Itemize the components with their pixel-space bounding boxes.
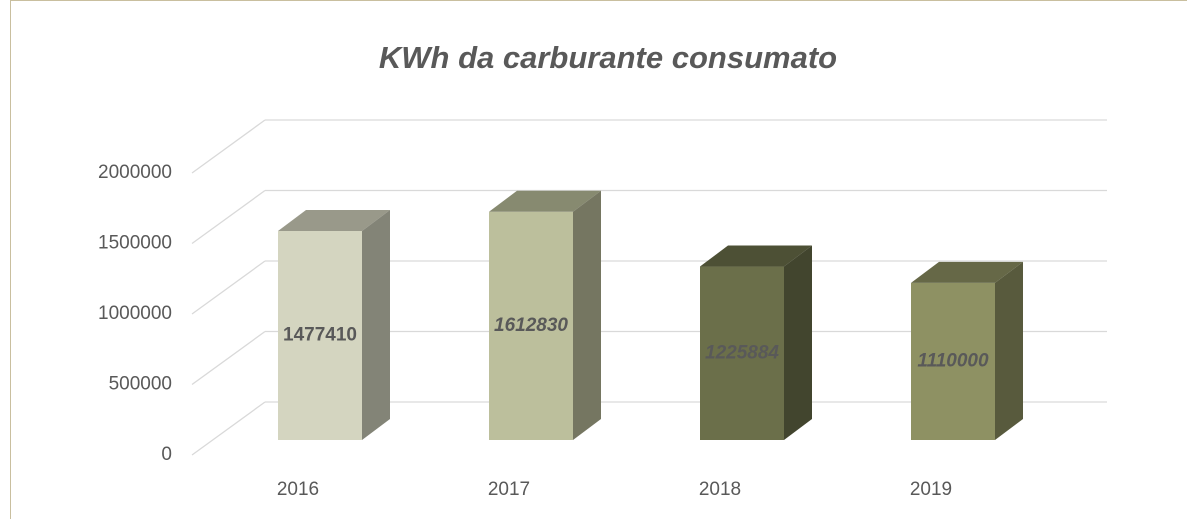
bar-top — [911, 261, 1023, 283]
data-label: 1477410 — [283, 324, 357, 345]
chart-title: KWh da carburante consumato — [379, 40, 837, 75]
y-tick-label: 1000000 — [98, 303, 172, 324]
bar-side — [995, 261, 1023, 440]
x-tick-label: 2016 — [277, 479, 319, 500]
bar-side — [784, 245, 812, 440]
grid-line — [191, 401, 266, 456]
x-tick-label: 2017 — [488, 479, 530, 500]
y-tick-label: 500000 — [109, 374, 172, 395]
bar-top — [489, 190, 601, 212]
bar-front — [911, 282, 995, 440]
data-label: 1110000 — [917, 350, 989, 371]
data-label: 1612830 — [494, 315, 568, 336]
bar-top — [278, 209, 390, 231]
y-tick-label: 2000000 — [98, 162, 172, 183]
x-tick-label: 2019 — [910, 479, 952, 500]
bar-top — [700, 245, 812, 267]
bar-front — [278, 230, 362, 440]
bar-front — [489, 211, 573, 440]
data-label: 1225884 — [705, 342, 779, 363]
y-tick-label: 1500000 — [98, 233, 172, 254]
x-tick-label: 2018 — [699, 479, 741, 500]
grid-line — [191, 330, 266, 386]
bar-side — [362, 209, 390, 440]
bar-side — [573, 190, 601, 440]
y-tick-label: 0 — [161, 444, 172, 465]
grid-line — [191, 189, 266, 245]
grid-line — [191, 119, 266, 174]
grid-line — [191, 260, 266, 315]
bar-front — [700, 266, 784, 440]
